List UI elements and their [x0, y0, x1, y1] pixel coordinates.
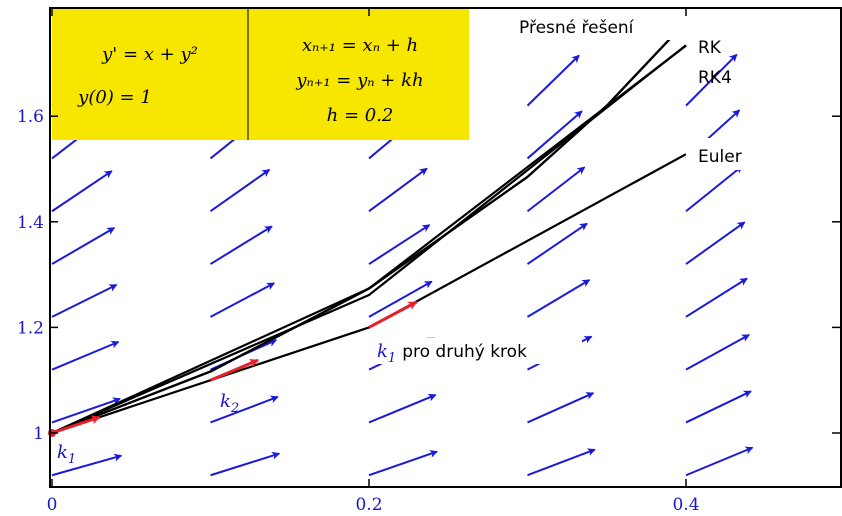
- field-arrow: [685, 277, 748, 318]
- info-box: y' = x + y² y(0) = 1 xₙ₊₁ = xₙ + h yₙ₊₁ = y…: [52, 9, 469, 140]
- field-arrow: [526, 54, 580, 107]
- field-arrow: [368, 450, 438, 477]
- field-arrow: [526, 110, 583, 160]
- field-arrow: [527, 448, 596, 477]
- field-arrow: [526, 279, 591, 318]
- formula-text: xₙ₊₁ = xₙ + h: [302, 35, 418, 56]
- curve-label: RK4: [698, 68, 732, 88]
- field-arrow: [209, 168, 271, 213]
- x-tick-label: 0.2: [355, 495, 382, 515]
- series-line: [51, 44, 687, 435]
- slope-arrows: k1 k2 k1 pro druhý krok: [48, 300, 582, 467]
- slope-label: k1: [57, 442, 76, 467]
- formula-text: h = 0.2: [327, 105, 394, 126]
- curve-label: Přesné řešení: [519, 18, 635, 38]
- x-tick-label: 0.4: [672, 495, 699, 515]
- slope-label: k2: [220, 391, 239, 416]
- field-arrow: [685, 390, 752, 424]
- field-arrow: [368, 167, 428, 213]
- field-arrow: [685, 53, 738, 107]
- curve-labels: Přesné řešení RK RK4 Euler: [515, 10, 756, 170]
- y-tick-label: 1.2: [17, 318, 44, 338]
- info-box-background: [52, 9, 469, 140]
- label-background: [686, 138, 756, 170]
- field-arrow: [51, 453, 123, 477]
- slope-arrow: [368, 300, 418, 329]
- field-arrow: [527, 392, 595, 424]
- field-arrow: [51, 397, 121, 424]
- field-arrow: [51, 227, 116, 265]
- plot-frame: [49, 7, 842, 488]
- field-arrow: [685, 334, 750, 371]
- y-tick-label: 1: [33, 424, 44, 444]
- field-arrow: [210, 451, 281, 477]
- field-arrow: [210, 395, 279, 424]
- series-line: [51, 44, 687, 435]
- field-arrow: [368, 224, 431, 265]
- y-tick-label: 1.6: [17, 107, 44, 127]
- formula-text: yₙ₊₁ = yₙ + kh: [295, 70, 423, 91]
- label-background: [372, 338, 582, 364]
- label-background: [515, 10, 687, 40]
- field-arrow: [368, 280, 433, 318]
- slope-arrow: [209, 358, 259, 382]
- equation-text: y(0) = 1: [77, 87, 152, 108]
- field-arrow: [685, 446, 754, 477]
- field-arrow: [210, 282, 276, 318]
- slope-label: k1 pro druhý krok: [377, 341, 527, 366]
- axes: 0 0.2 0.4 1 1.2 1.4 1.6: [17, 7, 842, 515]
- field-arrow: [526, 222, 588, 265]
- field-arrow: [685, 221, 746, 265]
- field-arrow: [685, 165, 743, 213]
- field-arrow: [51, 283, 118, 318]
- field-arrow: [51, 340, 120, 371]
- x-tick-label: 0: [47, 495, 58, 515]
- equation-text: y' = x + y²: [101, 44, 198, 65]
- field-arrow: [209, 225, 273, 265]
- curve-label: RK: [698, 38, 722, 58]
- field-arrow: [51, 170, 113, 213]
- y-tick-label: 1.4: [17, 213, 44, 233]
- field-arrow: [368, 393, 437, 424]
- slope-arrow: [51, 415, 101, 435]
- field-arrow: [526, 166, 586, 213]
- curve-label: Euler: [698, 147, 742, 167]
